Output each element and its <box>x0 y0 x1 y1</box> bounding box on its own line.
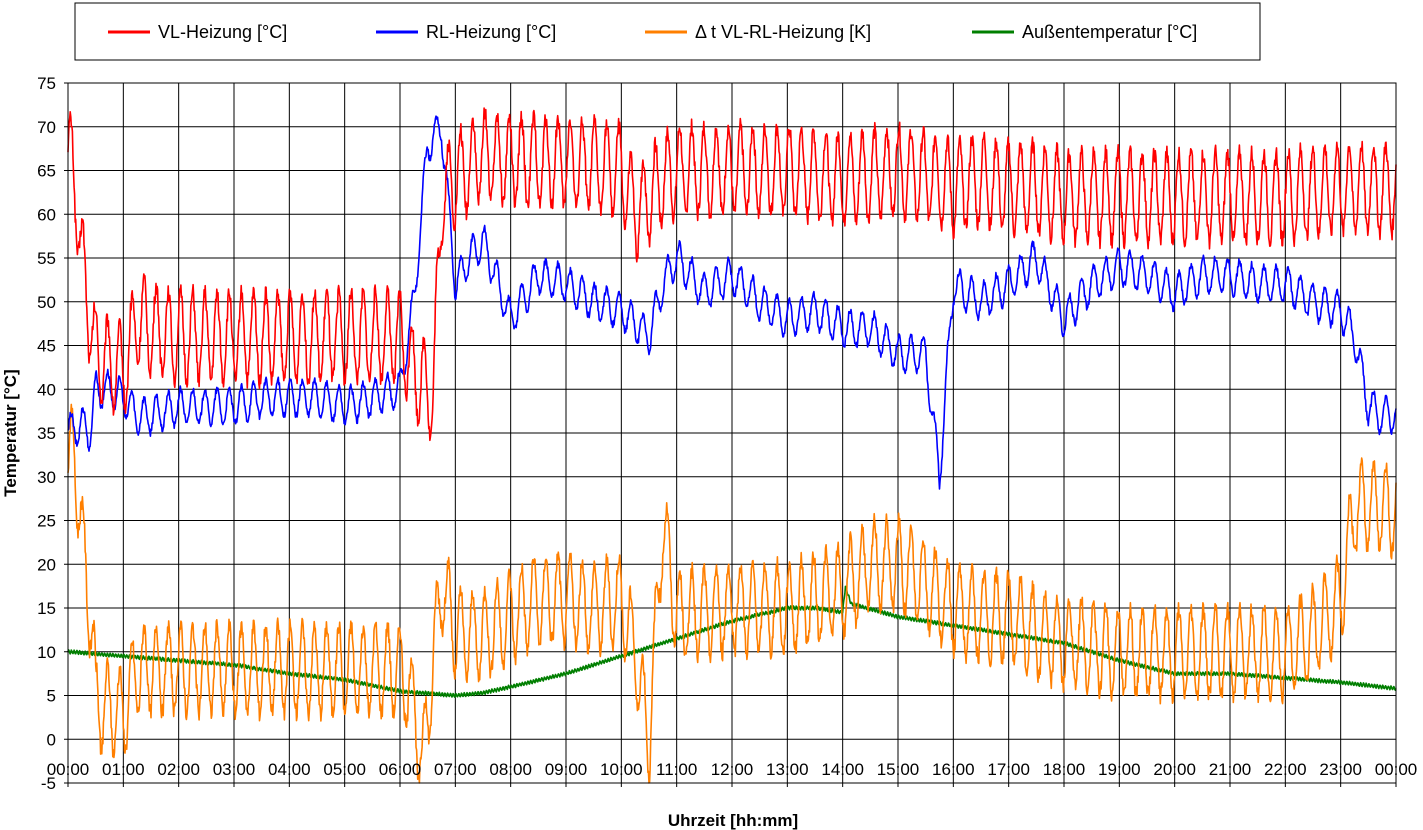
y-tick-label: 10 <box>37 643 56 662</box>
x-tick-label: 11:00 <box>656 760 697 779</box>
x-tick-label: 18:00 <box>1043 760 1086 779</box>
y-tick-label: 30 <box>37 468 56 487</box>
y-tick-label: 20 <box>37 555 56 574</box>
y-tick-label: 50 <box>37 293 56 312</box>
y-tick-label: 40 <box>37 380 56 399</box>
x-tick-label: 21:00 <box>1209 760 1252 779</box>
x-tick-label: 06:00 <box>379 760 422 779</box>
x-tick-label: 08:00 <box>489 760 532 779</box>
legend: VL-Heizung [°C] RL-Heizung [°C] Δ t VL-RL-… <box>74 2 1261 61</box>
x-tick-label: 02:00 <box>157 760 200 779</box>
y-tick-label: 65 <box>37 162 56 181</box>
series-line <box>67 403 1397 784</box>
x-tick-label: 20:00 <box>1153 760 1196 779</box>
x-tick-label: 03:00 <box>213 760 256 779</box>
x-tick-label: 15:00 <box>877 760 920 779</box>
y-tick-label: 75 <box>37 74 56 93</box>
series-line <box>67 115 1397 490</box>
plot-area <box>67 82 1397 784</box>
y-axis-title: Temperatur [°C] <box>1 369 20 496</box>
y-tick-label: 0 <box>47 730 56 749</box>
y-tick-label: 45 <box>37 337 56 356</box>
legend-label: VL-Heizung [°C] <box>158 22 287 42</box>
y-tick-label: 5 <box>47 687 56 706</box>
x-tick-label: 09:00 <box>545 760 588 779</box>
x-tick-label: 01:00 <box>102 760 145 779</box>
legend-label: Δ t VL-RL-Heizung [K] <box>695 22 871 42</box>
x-tick-label: 16:00 <box>932 760 975 779</box>
x-tick-label: 07:00 <box>434 760 477 779</box>
x-tick-label: 10:00 <box>600 760 643 779</box>
y-tick-label: 35 <box>37 424 56 443</box>
legend-label: Außentemperatur [°C] <box>1022 22 1197 42</box>
y-tick-label: -5 <box>41 774 56 793</box>
x-tick-label: 14:00 <box>821 760 864 779</box>
y-tick-label: 15 <box>37 599 56 618</box>
x-tick-label: 23:00 <box>1319 760 1362 779</box>
legend-label: RL-Heizung [°C] <box>426 22 556 42</box>
y-tick-label: 55 <box>37 249 56 268</box>
x-tick-label: 13:00 <box>766 760 809 779</box>
x-tick-label: 00:00 <box>47 760 90 779</box>
y-tick-label: 70 <box>37 118 56 137</box>
y-tick-label: 25 <box>37 512 56 531</box>
x-tick-label: 04:00 <box>268 760 311 779</box>
x-tick-label: 12:00 <box>711 760 754 779</box>
x-tick-label: 17:00 <box>987 760 1030 779</box>
x-tick-label: 19:00 <box>1098 760 1141 779</box>
x-tick-label: 05:00 <box>323 760 366 779</box>
x-tick-label: 22:00 <box>1264 760 1307 779</box>
x-tick-label: 00:00 <box>1375 760 1418 779</box>
y-tick-label: 60 <box>37 205 56 224</box>
x-axis-title: Uhrzeit [hh:mm] <box>668 811 798 830</box>
series-line <box>67 107 1397 442</box>
